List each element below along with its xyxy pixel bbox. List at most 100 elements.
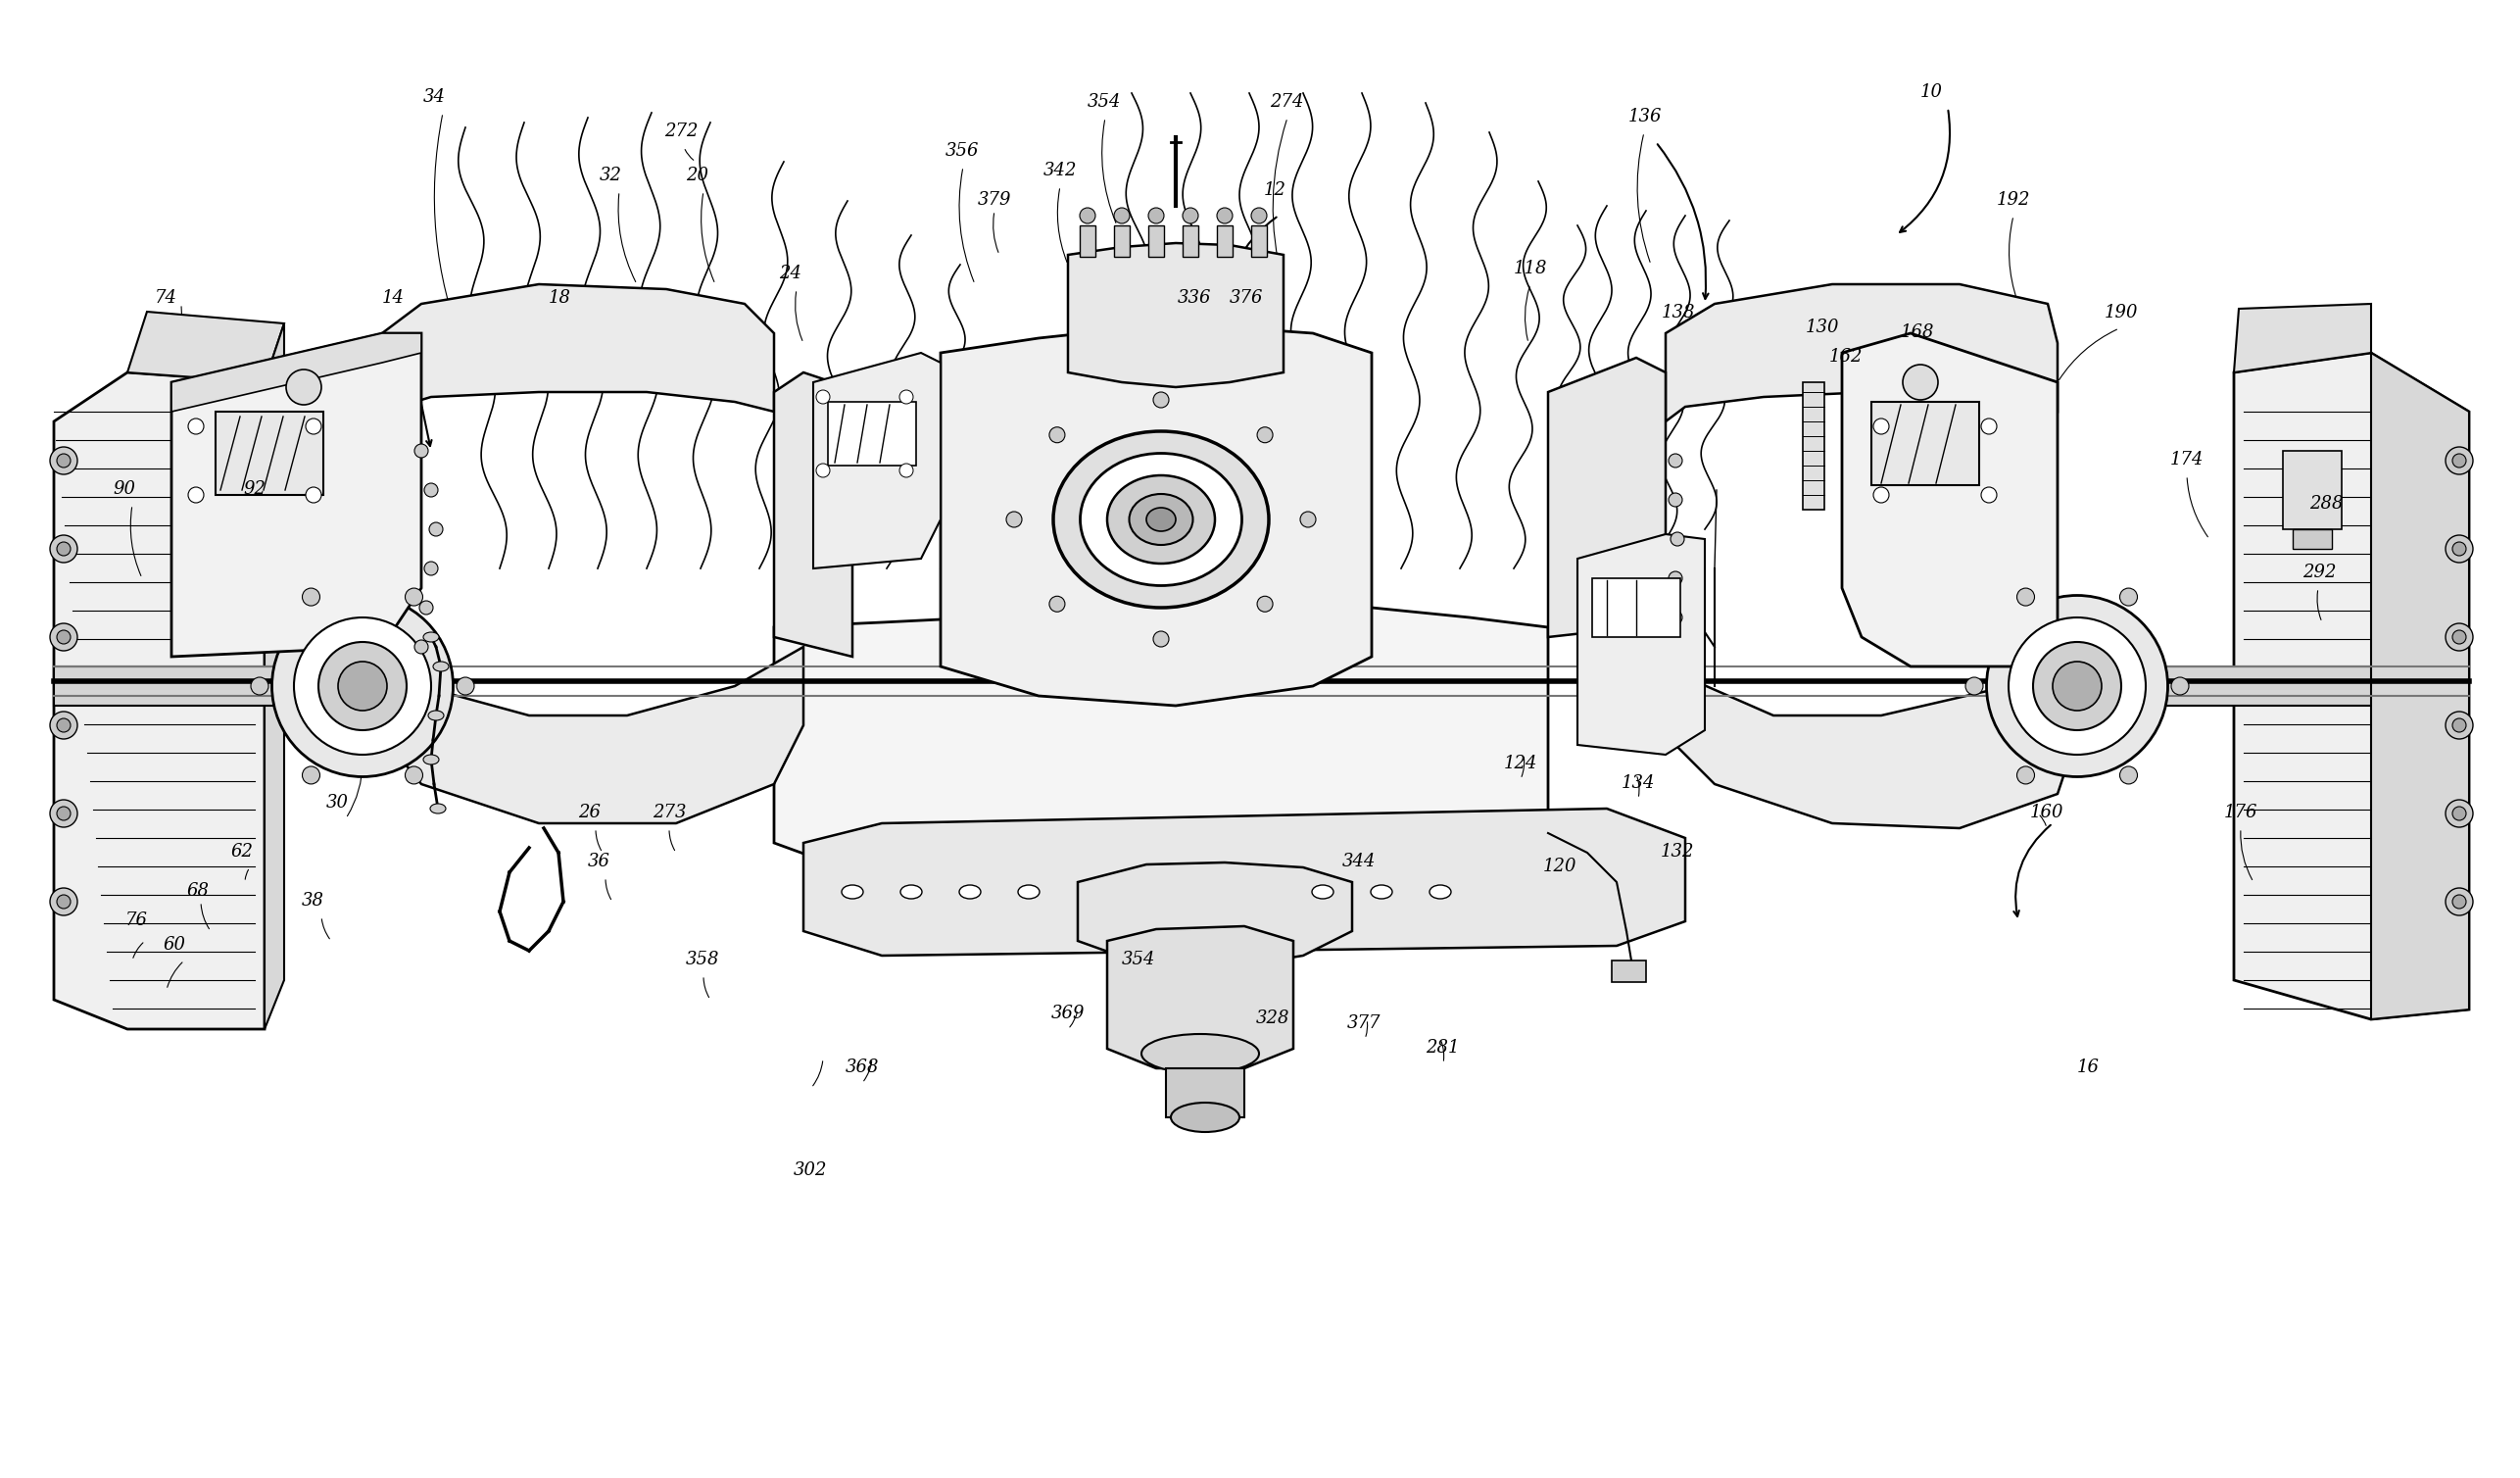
Circle shape (2119, 767, 2137, 783)
Bar (53, 667, 368, 705)
Bar (1613, 961, 1646, 981)
Bar (1149, 226, 1164, 257)
Bar (217, 412, 323, 495)
Circle shape (2444, 800, 2472, 828)
Circle shape (302, 588, 320, 606)
Polygon shape (804, 808, 1686, 956)
Polygon shape (2233, 304, 2371, 372)
Circle shape (1217, 208, 1232, 223)
Bar (1802, 383, 1824, 510)
Circle shape (1005, 511, 1023, 528)
Circle shape (1668, 610, 1683, 624)
Text: 272: 272 (665, 123, 698, 140)
Text: 336: 336 (1177, 290, 1212, 307)
Ellipse shape (1053, 432, 1268, 607)
Ellipse shape (1313, 885, 1333, 899)
Text: 274: 274 (1270, 93, 1303, 111)
Ellipse shape (2008, 618, 2145, 755)
Circle shape (2444, 446, 2472, 474)
Text: 60: 60 (164, 936, 184, 953)
Text: 136: 136 (1628, 108, 1663, 126)
Bar (1252, 226, 1268, 257)
Circle shape (50, 535, 78, 563)
Text: 176: 176 (2225, 804, 2258, 822)
Circle shape (406, 588, 423, 606)
Circle shape (2452, 542, 2467, 556)
Circle shape (1154, 392, 1169, 408)
Circle shape (900, 464, 912, 477)
Text: 288: 288 (2308, 495, 2344, 513)
Circle shape (2444, 624, 2472, 650)
Ellipse shape (1172, 1103, 1240, 1132)
Polygon shape (1068, 242, 1283, 387)
Text: 14: 14 (383, 290, 406, 307)
Text: 68: 68 (186, 882, 209, 900)
Circle shape (2444, 535, 2472, 563)
Circle shape (50, 711, 78, 739)
Circle shape (189, 488, 204, 503)
Polygon shape (814, 353, 940, 569)
Text: 302: 302 (794, 1162, 827, 1179)
Circle shape (252, 677, 270, 695)
Circle shape (1671, 532, 1683, 545)
Polygon shape (1666, 284, 2056, 421)
Bar (1167, 1069, 1245, 1117)
Text: 134: 134 (1620, 774, 1656, 792)
Polygon shape (383, 284, 774, 412)
Text: 292: 292 (2303, 563, 2336, 581)
Circle shape (423, 562, 438, 575)
Circle shape (1903, 365, 1938, 401)
Circle shape (1257, 596, 1273, 612)
Circle shape (900, 390, 912, 403)
Text: 36: 36 (587, 853, 610, 871)
Ellipse shape (1147, 508, 1177, 531)
Text: 174: 174 (2170, 451, 2205, 469)
Circle shape (1114, 208, 1129, 223)
Circle shape (816, 464, 829, 477)
Polygon shape (774, 603, 1547, 912)
Bar (1593, 578, 1681, 637)
Text: 74: 74 (154, 290, 176, 307)
Circle shape (2444, 888, 2472, 915)
Bar (1872, 402, 1978, 485)
Polygon shape (774, 372, 852, 656)
Bar (2293, 529, 2331, 548)
Circle shape (816, 390, 829, 403)
Text: 124: 124 (1504, 755, 1537, 773)
Text: 24: 24 (779, 265, 801, 282)
Polygon shape (383, 647, 804, 823)
Ellipse shape (423, 633, 438, 641)
Bar (1079, 226, 1096, 257)
Ellipse shape (431, 804, 446, 813)
Text: 368: 368 (847, 1058, 879, 1076)
Circle shape (305, 488, 323, 503)
Polygon shape (265, 324, 285, 1029)
Circle shape (428, 522, 444, 537)
Text: 120: 120 (1542, 857, 1578, 875)
Bar (829, 402, 917, 466)
Text: 356: 356 (945, 142, 980, 160)
Polygon shape (1578, 534, 1706, 755)
Circle shape (413, 443, 428, 458)
Circle shape (58, 542, 71, 556)
Text: 32: 32 (600, 167, 622, 185)
Circle shape (406, 767, 423, 783)
Polygon shape (1842, 333, 2056, 667)
Ellipse shape (900, 885, 922, 899)
Text: 354: 354 (1089, 93, 1121, 111)
Ellipse shape (842, 885, 864, 899)
Text: 377: 377 (1348, 1014, 1381, 1032)
Polygon shape (129, 312, 285, 383)
Circle shape (50, 800, 78, 828)
Ellipse shape (1142, 1035, 1260, 1073)
Ellipse shape (1371, 885, 1391, 899)
Ellipse shape (338, 662, 388, 711)
Circle shape (58, 630, 71, 644)
Circle shape (2119, 588, 2137, 606)
Text: 354: 354 (1121, 950, 1157, 968)
Circle shape (1981, 418, 1996, 435)
Circle shape (50, 624, 78, 650)
Ellipse shape (433, 662, 449, 671)
Text: 118: 118 (1515, 260, 1547, 278)
Circle shape (423, 483, 438, 497)
